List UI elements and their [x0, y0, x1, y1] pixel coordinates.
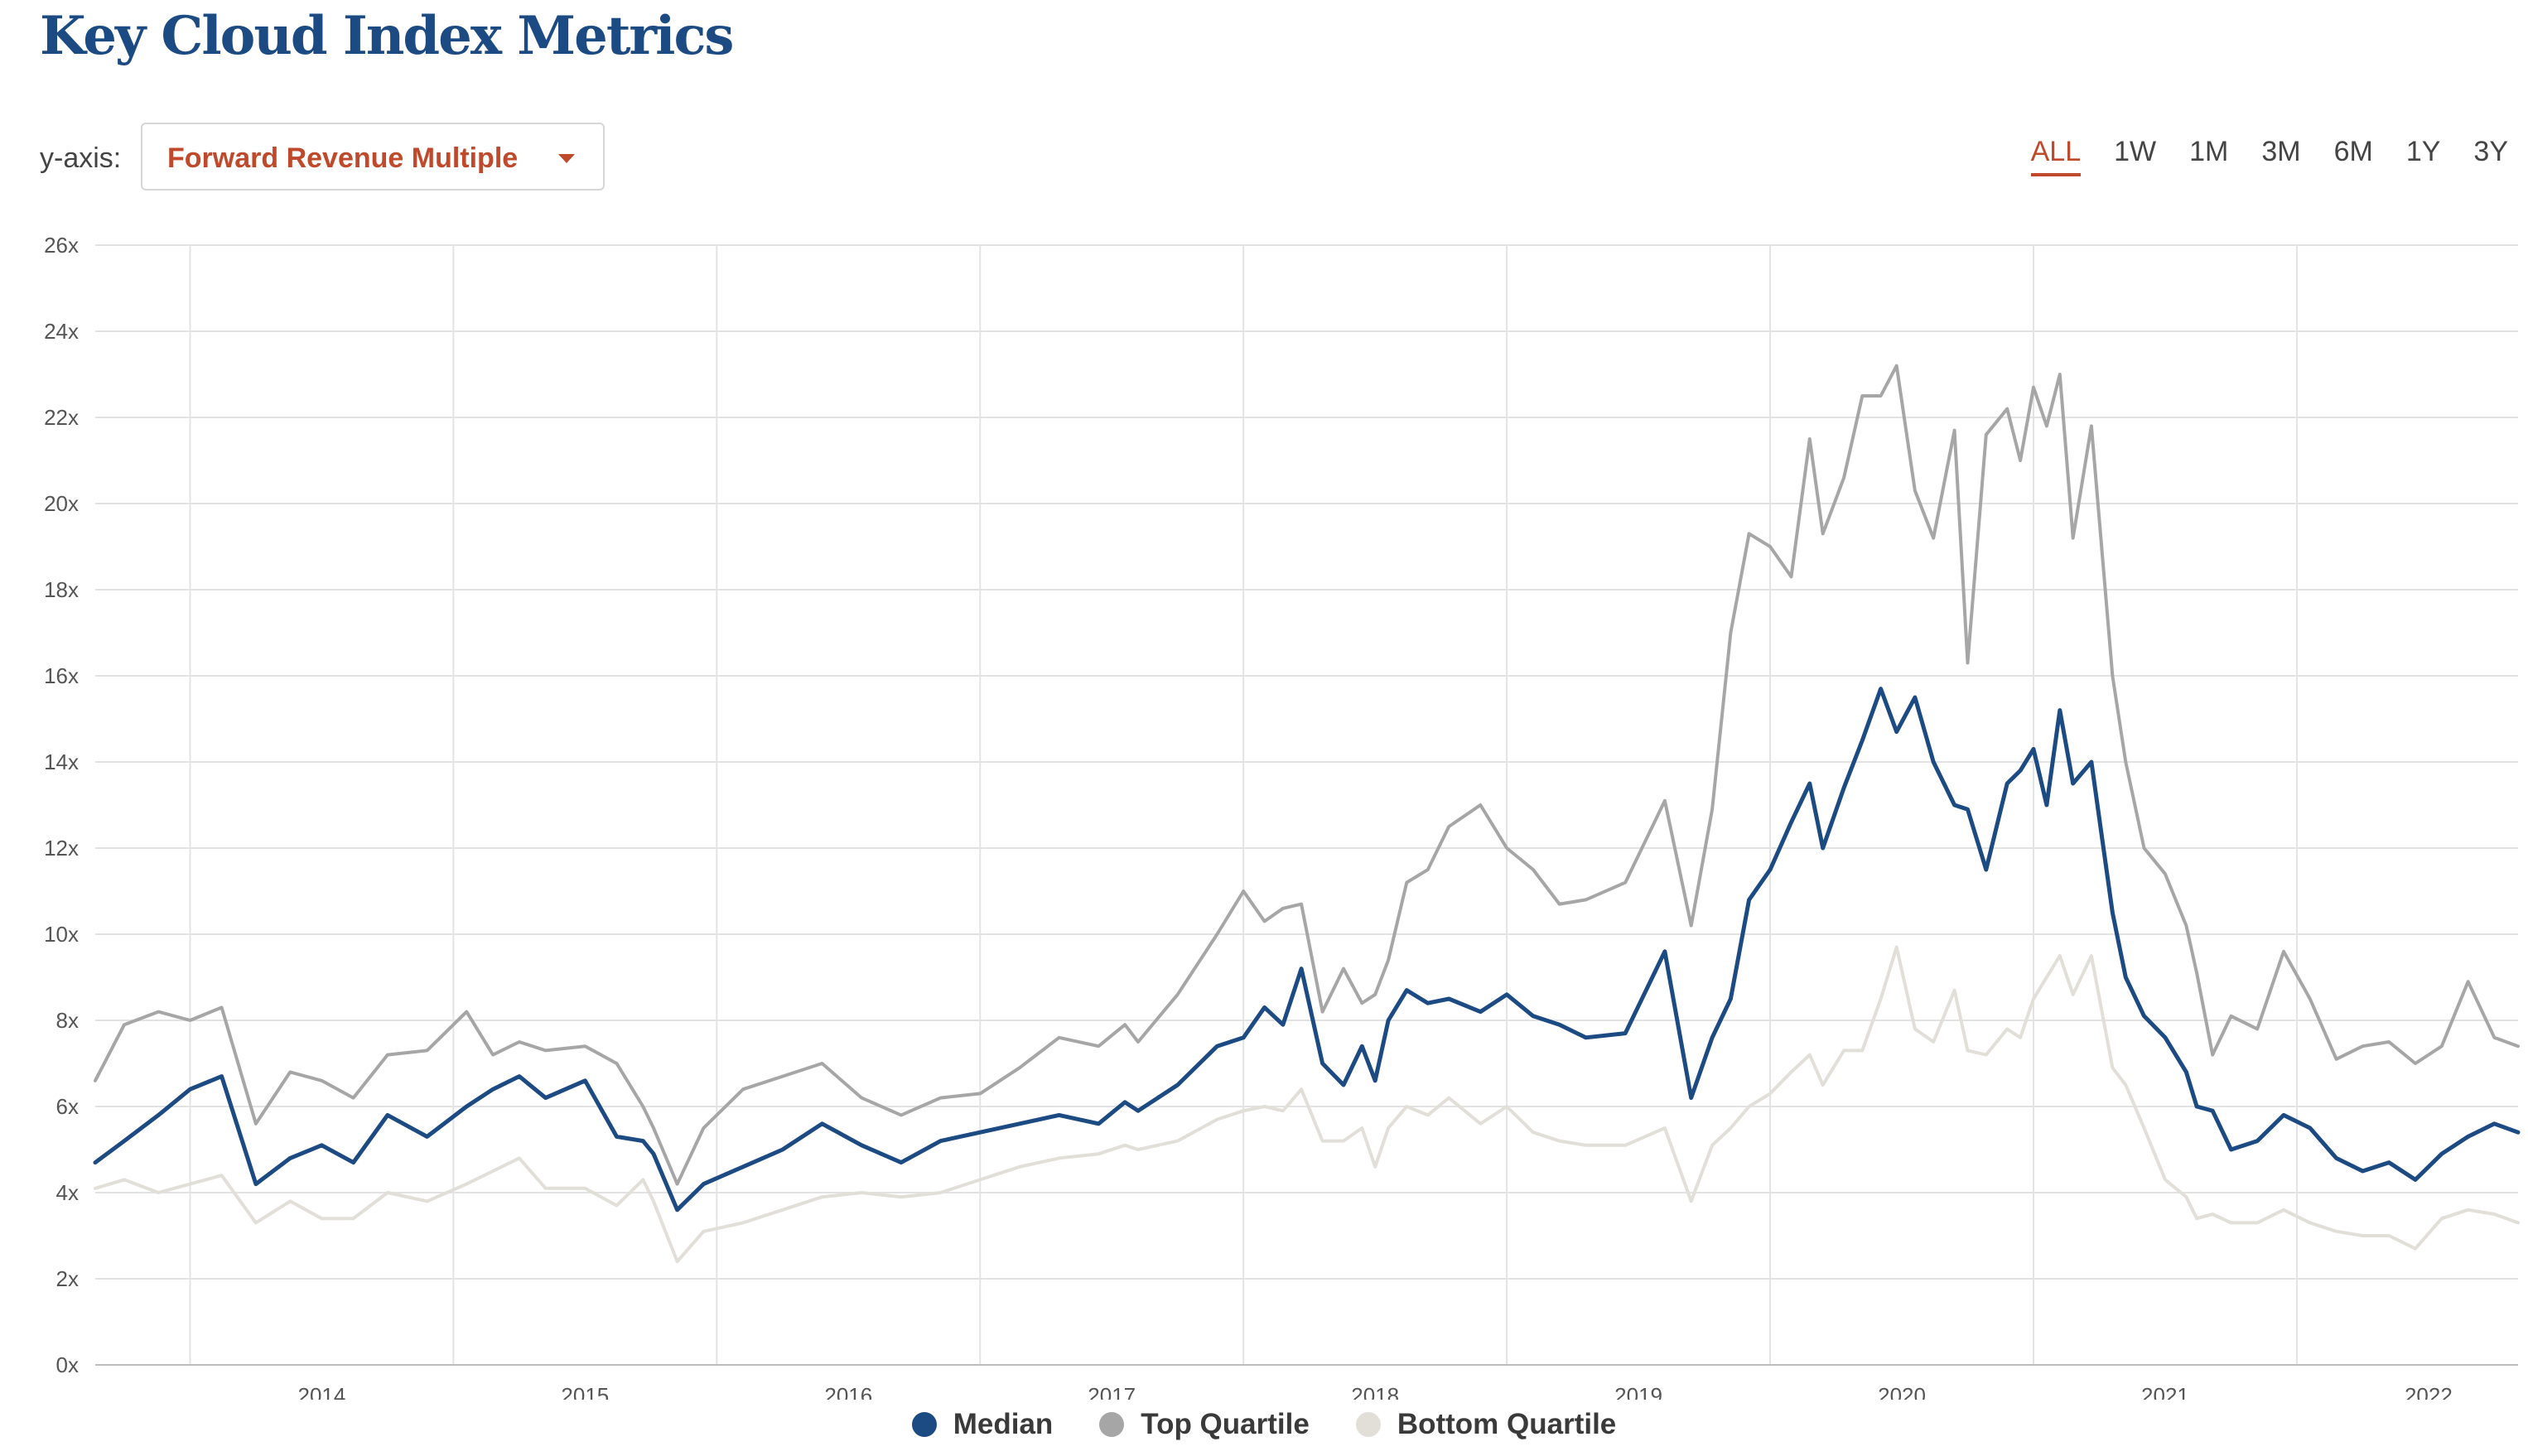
- x-tick-label: 2022: [2405, 1383, 2453, 1400]
- range-tab-1w[interactable]: 1W: [2114, 136, 2157, 167]
- y-tick-label: 12x: [44, 836, 79, 861]
- metric-dropdown-value: Forward Revenue Multiple: [167, 142, 519, 174]
- x-tick-label: 2018: [1351, 1383, 1399, 1400]
- x-tick-label: 2017: [1088, 1383, 1136, 1400]
- legend-item-bottom-quartile[interactable]: Bottom Quartile: [1355, 1408, 1617, 1441]
- y-tick-label: 24x: [44, 319, 79, 344]
- range-tab-3y[interactable]: 3Y: [2473, 136, 2508, 167]
- x-tick-label: 2019: [1614, 1383, 1662, 1400]
- legend-dot-icon: [1355, 1412, 1381, 1437]
- chart-legend: Median Top Quartile Bottom Quartile: [0, 1408, 2528, 1441]
- x-tick-label: 2016: [824, 1383, 872, 1400]
- y-tick-label: 8x: [56, 1008, 79, 1033]
- metric-dropdown[interactable]: Forward Revenue Multiple: [141, 123, 605, 190]
- y-tick-label: 2x: [56, 1266, 79, 1291]
- x-tick-label: 2020: [1878, 1383, 1926, 1400]
- y-tick-label: 0x: [56, 1352, 79, 1377]
- x-tick-label: 2014: [298, 1383, 346, 1400]
- page-title: Key Cloud Index Metrics: [40, 5, 734, 67]
- range-tab-1m[interactable]: 1M: [2189, 136, 2229, 167]
- series-line-median: [93, 687, 2521, 1213]
- y-tick-label: 16x: [44, 663, 79, 688]
- legend-label: Bottom Quartile: [1397, 1408, 1617, 1440]
- y-tick-label: 20x: [44, 491, 79, 516]
- y-tick-label: 10x: [44, 922, 79, 947]
- y-tick-label: 6x: [56, 1094, 79, 1119]
- range-tabs: ALL 1W 1M 3M 6M 1Y 3Y: [1998, 136, 2508, 176]
- chart-series: [93, 364, 2521, 1264]
- y-tick-label: 4x: [56, 1180, 79, 1205]
- range-tab-6m[interactable]: 6M: [2333, 136, 2373, 167]
- x-tick-label: 2015: [561, 1383, 609, 1400]
- series-line-top-quartile: [94, 364, 2520, 1186]
- legend-item-top-quartile[interactable]: Top Quartile: [1099, 1408, 1310, 1441]
- legend-item-median[interactable]: Median: [911, 1408, 1054, 1441]
- yaxis-selector-label: y-axis:: [40, 142, 122, 174]
- series-line-bottom-quartile: [94, 945, 2520, 1264]
- y-tick-label: 14x: [44, 750, 79, 774]
- caret-down-icon: [558, 154, 575, 163]
- chart-axes: 0x 2x 4x 6x 8x 10x 12x 14x 16x 18x 20x 22x 24x 26x 201…: [44, 233, 2518, 1400]
- legend-label: Median: [953, 1408, 1054, 1440]
- y-tick-label: 22x: [44, 405, 79, 430]
- y-tick-label: 26x: [44, 233, 79, 258]
- chart-grid: [95, 244, 2518, 1366]
- chart: 0x 2x 4x 6x 8x 10x 12x 14x 16x 18x 20x 22x 24x 26x 201…: [44, 233, 2521, 1400]
- range-tab-1y[interactable]: 1Y: [2405, 136, 2441, 167]
- y-tick-label: 18x: [44, 577, 79, 602]
- x-tick-label: 2021: [2141, 1383, 2189, 1400]
- legend-dot-icon: [911, 1412, 937, 1437]
- legend-dot-icon: [1099, 1412, 1125, 1437]
- range-tab-3m[interactable]: 3M: [2261, 136, 2301, 167]
- legend-label: Top Quartile: [1141, 1408, 1310, 1440]
- range-tab-all[interactable]: ALL: [2030, 136, 2082, 176]
